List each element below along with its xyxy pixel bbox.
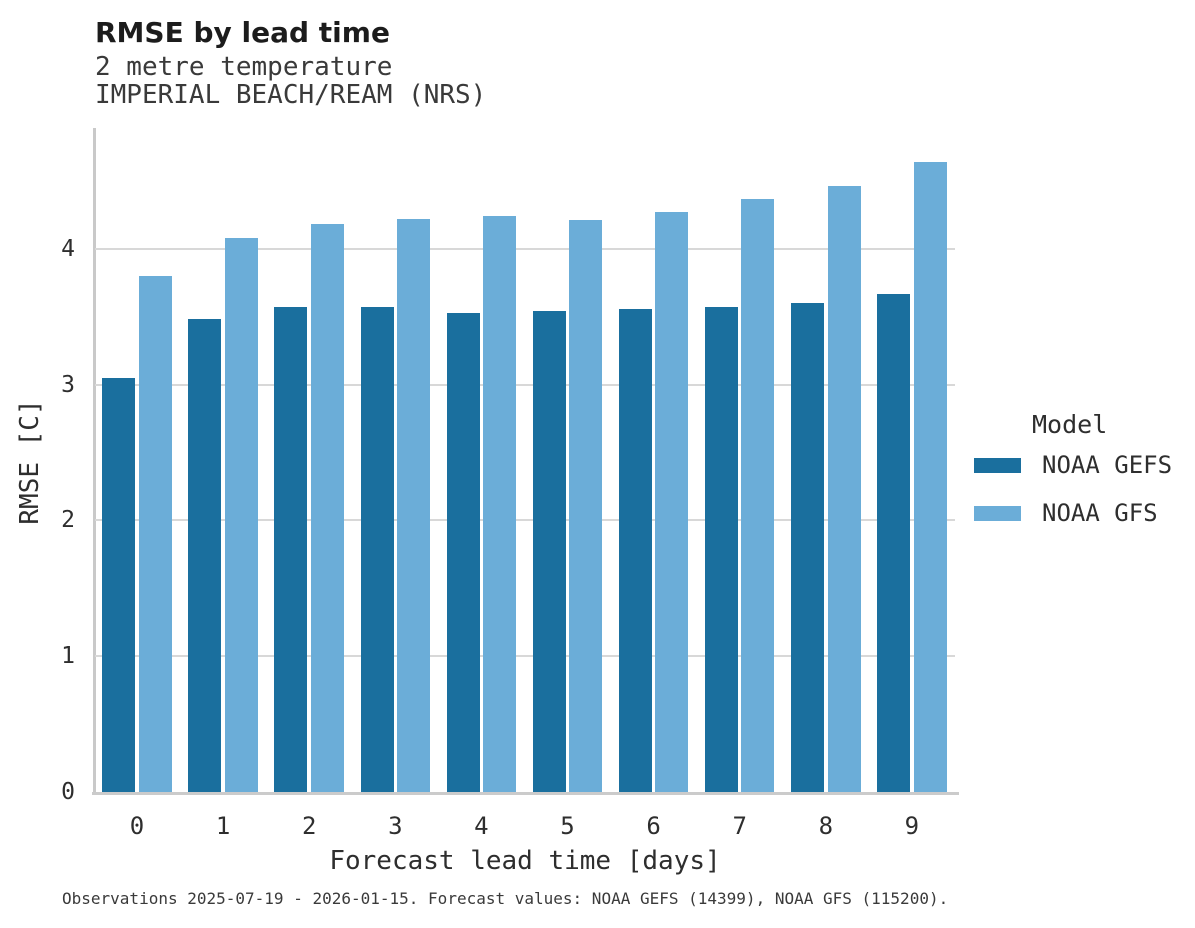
bar-noaa-gfs-day-8 <box>827 186 861 792</box>
legend-label-noaa-gfs: NOAA GFS <box>1042 499 1158 527</box>
bar-noaa-gfs-day-2 <box>310 224 344 792</box>
bar-noaa-gefs-day-8 <box>791 303 825 792</box>
bar-noaa-gfs-day-1 <box>224 238 258 792</box>
x-tick-label-4: 4 <box>474 812 489 840</box>
legend-title: Model <box>1032 410 1108 439</box>
bar-noaa-gfs-day-7 <box>741 198 775 792</box>
gridline-y-4 <box>95 247 955 250</box>
x-tick-label-8: 8 <box>818 812 834 840</box>
caption: Observations 2025-07-19 - 2026-01-15. Fo… <box>62 889 949 908</box>
y-tick-label-3: 3 <box>61 371 75 398</box>
x-axis-title: Forecast lead time [days] <box>329 846 721 876</box>
bar-noaa-gefs-day-9 <box>877 293 911 792</box>
legend-entry-noaa-gefs: NOAA GEFS <box>965 451 1190 479</box>
legend: Model NOAA GEFS NOAA GFS <box>965 410 1190 547</box>
chart-subtitle-variable: 2 metre temperature <box>95 52 393 82</box>
bar-noaa-gefs-day-3 <box>360 307 394 792</box>
y-tick-label-0: 0 <box>61 779 75 805</box>
x-tick-label-5: 5 <box>560 812 575 840</box>
bar-noaa-gfs-day-9 <box>913 161 947 792</box>
gridline-y-3 <box>95 383 955 386</box>
x-tick-label-2: 2 <box>301 812 317 840</box>
bar-noaa-gfs-day-4 <box>483 216 517 792</box>
y-tick-label-2: 2 <box>61 507 75 534</box>
bar-noaa-gfs-day-0 <box>138 276 172 792</box>
bar-noaa-gefs-day-6 <box>618 308 652 792</box>
y-tick-label-4: 4 <box>61 235 75 262</box>
x-tick-label-6: 6 <box>646 812 661 840</box>
bar-noaa-gfs-day-3 <box>397 218 431 792</box>
legend-swatch-noaa-gfs <box>974 505 1021 521</box>
x-tick-label-9: 9 <box>904 812 920 840</box>
x-tick-label-0: 0 <box>129 812 145 840</box>
y-axis-labels: 0 1 2 3 4 <box>0 128 80 805</box>
plot-panel <box>92 128 959 795</box>
chart-title: RMSE by lead time <box>95 16 390 49</box>
gridline-y-2 <box>95 519 955 522</box>
legend-entry-noaa-gfs: NOAA GFS <box>965 499 1190 527</box>
x-tick-label-7: 7 <box>732 812 747 840</box>
gridline-y-1 <box>95 655 955 658</box>
bar-noaa-gfs-day-5 <box>569 220 603 792</box>
bar-noaa-gfs-day-6 <box>655 212 689 792</box>
bar-noaa-gefs-day-2 <box>274 307 308 792</box>
x-tick-label-1: 1 <box>215 812 231 840</box>
legend-label-noaa-gefs: NOAA GEFS <box>1042 451 1173 479</box>
bar-noaa-gefs-day-0 <box>102 377 136 792</box>
legend-swatch-noaa-gefs <box>974 457 1021 473</box>
chart-subtitle-station: IMPERIAL BEACH/REAM (NRS) <box>95 80 487 110</box>
x-tick-label-3: 3 <box>388 812 403 840</box>
x-axis-labels: 0 1 2 3 4 5 6 7 8 9 <box>95 812 955 842</box>
bar-noaa-gefs-day-7 <box>704 307 738 792</box>
bar-noaa-gefs-day-4 <box>446 312 480 792</box>
y-tick-label-1: 1 <box>61 643 75 670</box>
bar-noaa-gefs-day-5 <box>532 311 566 792</box>
bar-noaa-gefs-day-1 <box>188 319 222 792</box>
